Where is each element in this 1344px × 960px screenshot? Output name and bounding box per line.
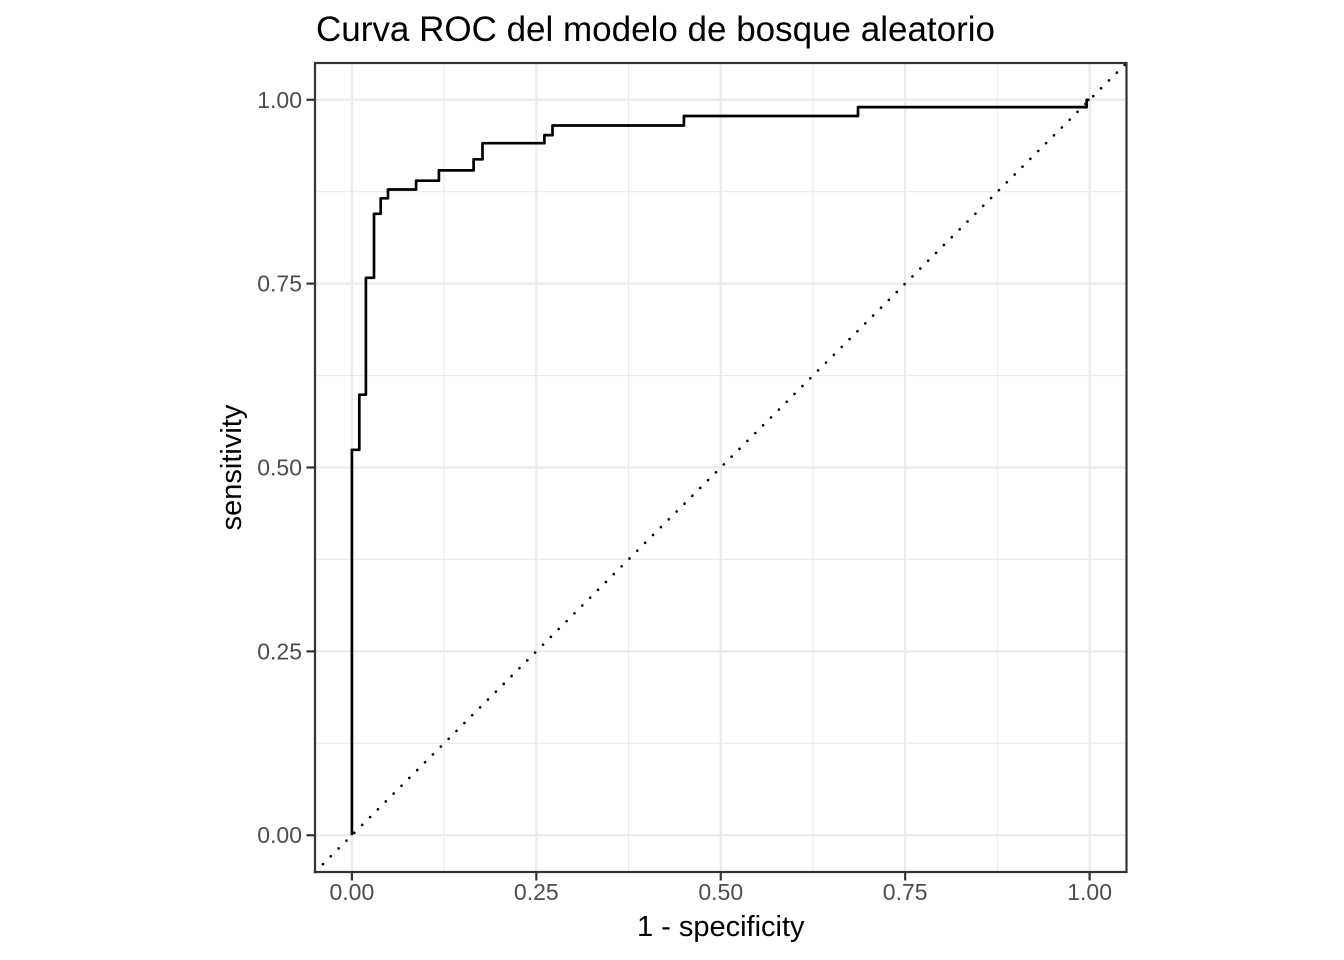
chart-title: Curva ROC del modelo de bosque aleatorio: [316, 10, 995, 49]
axis-tick-marks: [306, 98, 1091, 881]
x-axis-title: 1 - specificity: [637, 911, 805, 943]
y-tick-label: 1.00: [257, 87, 302, 113]
axis-tick-labels: 0.00 0.25 0.50 0.75 1.00 0.00 0.25 0.50 0.75 1.00: [257, 87, 1112, 905]
x-tick-label: 0.25: [514, 879, 559, 905]
y-tick-label: 0.75: [257, 271, 302, 297]
y-tick-label: 0.00: [257, 822, 302, 848]
reference-diagonal-path: [313, 61, 1128, 874]
gridlines-major: [315, 63, 1127, 872]
roc-curve-path: [350, 98, 1090, 836]
x-tick-label: 0.50: [698, 879, 743, 905]
y-axis-title: sensitivity: [216, 404, 248, 530]
y-tick-label: 0.25: [257, 638, 302, 664]
plot-series: [313, 61, 1128, 874]
x-tick-label: 0.75: [883, 879, 928, 905]
x-tick-label: 1.00: [1067, 879, 1112, 905]
y-tick-label: 0.50: [257, 455, 302, 481]
x-tick-label: 0.00: [330, 879, 375, 905]
